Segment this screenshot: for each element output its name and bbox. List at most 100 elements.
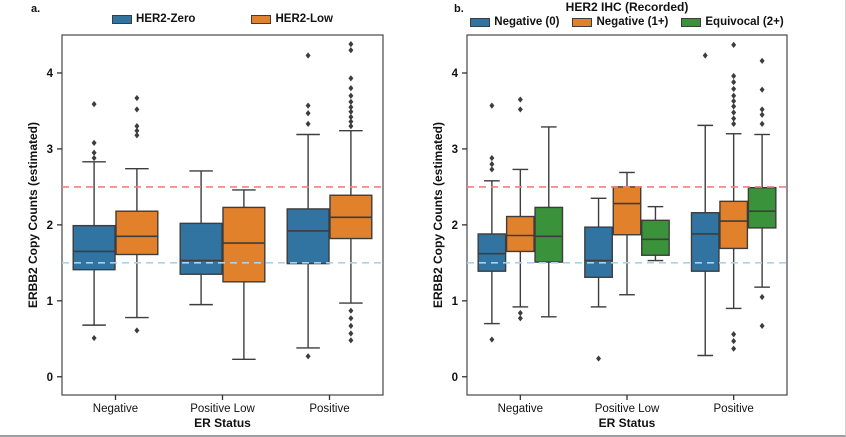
outlier-point	[348, 98, 354, 105]
box	[584, 226, 613, 278]
outlier-point	[348, 315, 354, 322]
legend-label: HER2-Zero	[136, 13, 196, 25]
outlier-point	[596, 355, 602, 362]
outlier-point	[731, 331, 737, 338]
outlier-point	[731, 85, 737, 93]
svg-text:0: 0	[47, 372, 53, 384]
svg-text:1: 1	[47, 296, 54, 308]
svg-text:Negative: Negative	[498, 403, 543, 415]
svg-text:Negative: Negative	[93, 403, 138, 415]
outlier-point	[91, 101, 97, 108]
outlier-point	[91, 149, 97, 156]
box	[612, 186, 642, 236]
outlier-point	[517, 309, 523, 317]
box	[505, 215, 535, 253]
outlier-point	[731, 109, 737, 116]
outlier-point	[517, 96, 523, 103]
outlier-point	[731, 103, 737, 110]
series-her2-zero	[72, 52, 330, 360]
legend-swatch-icon	[112, 14, 133, 24]
box	[115, 210, 159, 256]
outlier-point	[348, 47, 354, 54]
boxplot-a: 0 1 2 3 4 Negative Positive Low Positive ER Stat…	[26, 34, 384, 430]
outlier-point	[489, 154, 495, 162]
series-her2-low	[115, 41, 373, 361]
outlier-point	[731, 337, 737, 345]
outlier-point	[348, 92, 354, 99]
outlier-point	[305, 102, 311, 109]
boxplot-b: 0 1 2 3 4 Negative Positive Low Positive ER Stat…	[431, 34, 788, 430]
legend-item: HER2-Zero	[112, 13, 195, 25]
series-negative-0-	[477, 52, 720, 362]
svg-text:0: 0	[452, 372, 458, 384]
outlier-point	[348, 118, 354, 125]
outlier-point	[348, 75, 354, 82]
outlier-point	[489, 102, 495, 109]
legend-label: HER2-Low	[275, 13, 333, 25]
outlier-point	[759, 111, 765, 118]
legend-item: HER2-Low	[251, 13, 333, 25]
svg-text:4: 4	[47, 68, 54, 80]
outlier-point	[731, 97, 737, 105]
svg-text:ER Status: ER Status	[194, 416, 251, 430]
svg-text:Positive: Positive	[714, 403, 754, 415]
legend-label: Equivocal (2+)	[705, 16, 784, 28]
outlier-point	[348, 85, 354, 92]
svg-text:ERBB2 Copy Counts (estimated): ERBB2 Copy Counts (estimated)	[26, 122, 40, 308]
svg-text:Positive Low: Positive Low	[190, 403, 255, 415]
outlier-point	[489, 161, 495, 168]
outlier-point	[759, 322, 765, 329]
outlier-point	[731, 78, 737, 86]
outlier-point	[305, 120, 311, 127]
box	[179, 222, 223, 275]
legend-swatch-icon	[572, 17, 593, 27]
box	[534, 206, 564, 263]
legend-swatch-icon	[470, 17, 491, 27]
box	[477, 233, 507, 272]
box	[222, 206, 266, 283]
outlier-point	[731, 115, 737, 122]
outlier-point	[489, 166, 495, 173]
outlier-point	[91, 154, 97, 162]
outlier-point	[134, 127, 140, 134]
outlier-point	[348, 41, 354, 48]
svg-text:Positive: Positive	[309, 403, 349, 415]
box	[719, 200, 749, 250]
outlier-point	[489, 336, 495, 343]
outlier-point	[91, 334, 97, 342]
svg-text:2: 2	[452, 220, 458, 232]
svg-text:3: 3	[47, 144, 53, 156]
outlier-point	[517, 106, 523, 113]
legend-swatch-icon	[681, 17, 702, 27]
panel-a: a. HER2-Zero HER2-Low 0 1 2 3 4 Negative Positi…	[26, 3, 384, 430]
series-equivocal-2+-	[534, 57, 777, 329]
svg-text:ER Status: ER Status	[599, 416, 656, 430]
legend-b: Negative (0) Negative (1+) Equivocal (2+)	[467, 16, 787, 28]
outlier-point	[134, 132, 140, 139]
outlier-point	[702, 52, 708, 59]
panel-a-label: a.	[31, 3, 41, 15]
outlier-point	[759, 57, 765, 64]
panel-b-title: HER2 IHC (Recorded)	[565, 0, 689, 14]
legend-item: Equivocal (2+)	[681, 16, 784, 28]
box	[641, 219, 670, 256]
legend-a: HER2-Zero HER2-Low	[62, 13, 383, 25]
outlier-point	[759, 106, 765, 113]
legend-label: Negative (0)	[494, 16, 560, 28]
outlier-point	[517, 315, 523, 322]
outlier-point	[731, 72, 737, 80]
panel-b-header: HER2 IHC (Recorded) Negative (0) Negative…	[467, 0, 787, 28]
svg-text:ERBB2 Copy Counts (estimated): ERBB2 Copy Counts (estimated)	[431, 122, 445, 308]
outlier-point	[731, 345, 737, 352]
outlier-point	[731, 92, 737, 99]
svg-text:Positive Low: Positive Low	[595, 403, 660, 415]
outlier-point	[348, 113, 354, 121]
legend-item: Negative (0)	[470, 16, 559, 28]
outlier-point	[134, 106, 140, 113]
svg-text:3: 3	[452, 144, 458, 156]
outlier-point	[348, 330, 354, 337]
legend-swatch-icon	[251, 14, 272, 24]
outlier-point	[759, 120, 765, 127]
svg-text:1: 1	[452, 296, 459, 308]
